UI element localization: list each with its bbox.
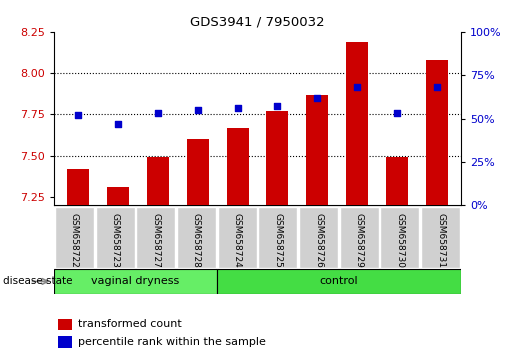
Point <box>273 104 282 109</box>
Text: GSM658731: GSM658731 <box>436 213 445 268</box>
Bar <box>306 95 328 205</box>
Text: disease state: disease state <box>3 276 72 286</box>
Bar <box>386 158 408 205</box>
Point <box>313 95 321 101</box>
Bar <box>217 269 461 294</box>
Bar <box>54 269 217 294</box>
Point <box>194 107 202 113</box>
Text: GSM658728: GSM658728 <box>192 213 201 268</box>
Text: GSM658729: GSM658729 <box>355 213 364 268</box>
Point <box>393 110 401 116</box>
Text: transformed count: transformed count <box>78 319 182 329</box>
Bar <box>58 336 73 348</box>
Bar <box>107 187 129 205</box>
Bar <box>346 42 368 205</box>
Text: vaginal dryness: vaginal dryness <box>91 276 180 286</box>
Text: GSM658723: GSM658723 <box>111 213 119 268</box>
Text: GSM658727: GSM658727 <box>151 213 160 268</box>
Bar <box>266 111 288 205</box>
Text: GSM658726: GSM658726 <box>314 213 323 268</box>
Bar <box>58 319 73 330</box>
Point <box>114 121 122 127</box>
Bar <box>381 207 419 268</box>
Bar <box>299 207 338 268</box>
Point <box>153 110 162 116</box>
Bar <box>177 207 216 268</box>
Bar <box>67 169 89 205</box>
Bar <box>218 207 256 268</box>
Point <box>74 112 82 118</box>
Bar <box>55 207 94 268</box>
Bar <box>96 207 134 268</box>
Text: GSM658730: GSM658730 <box>396 213 404 268</box>
Bar <box>426 60 448 205</box>
Text: GSM658725: GSM658725 <box>273 213 282 268</box>
Bar <box>187 139 209 205</box>
Bar <box>147 158 169 205</box>
Bar <box>421 207 460 268</box>
Text: control: control <box>319 276 358 286</box>
Bar <box>136 207 175 268</box>
Bar <box>227 128 249 205</box>
Text: percentile rank within the sample: percentile rank within the sample <box>78 337 266 347</box>
Bar <box>340 207 379 268</box>
Point <box>433 85 441 90</box>
Point <box>353 85 362 90</box>
Text: GSM658724: GSM658724 <box>233 213 242 268</box>
Text: GSM658722: GSM658722 <box>70 213 79 268</box>
Text: GDS3941 / 7950032: GDS3941 / 7950032 <box>190 16 325 29</box>
Point <box>233 105 242 111</box>
Bar <box>259 207 297 268</box>
